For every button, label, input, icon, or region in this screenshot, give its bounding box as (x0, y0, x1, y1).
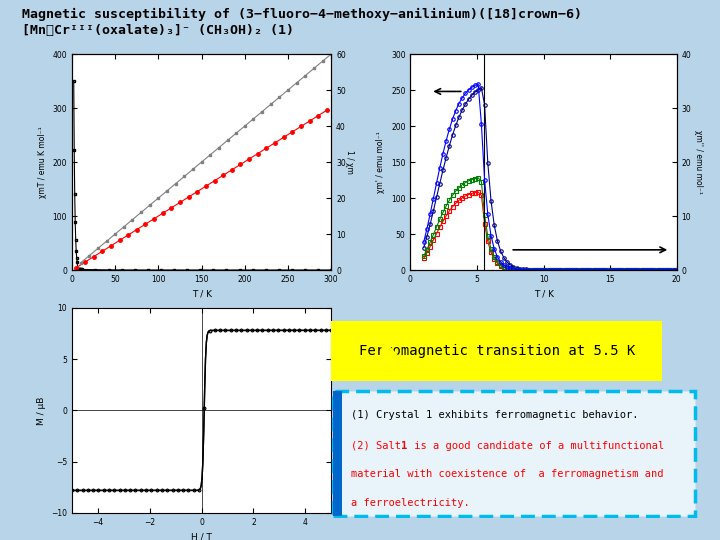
Y-axis label: χmT / emu K mol⁻¹: χmT / emu K mol⁻¹ (38, 126, 47, 198)
Y-axis label: 1 / χm: 1 / χm (345, 150, 354, 174)
X-axis label: T / K: T / K (534, 289, 554, 299)
Text: [MnᴀCrᴵᴵᴵ(oxalate)₃]⁻ (CH₃OH)₂ (1): [MnᴀCrᴵᴵᴵ(oxalate)₃]⁻ (CH₃OH)₂ (1) (22, 24, 294, 37)
X-axis label: H / T: H / T (192, 532, 212, 540)
Y-axis label: M / μB: M / μB (37, 396, 45, 424)
Text: 1: 1 (401, 441, 408, 451)
Text: Magnetic susceptibility of (3−fluoro−4−methoxy−anilinium)([18]crown−6): Magnetic susceptibility of (3−fluoro−4−m… (22, 8, 582, 21)
Text: (1) Crystal 1 exhibits ferromagnetic behavior.: (1) Crystal 1 exhibits ferromagnetic beh… (351, 409, 639, 420)
FancyBboxPatch shape (333, 392, 695, 516)
Text: a ferroelectricity.: a ferroelectricity. (351, 498, 470, 508)
FancyBboxPatch shape (321, 320, 672, 382)
Y-axis label: χm'' / emu mol⁻¹: χm'' / emu mol⁻¹ (693, 130, 703, 194)
Y-axis label: χm' / emu mol⁻¹: χm' / emu mol⁻¹ (377, 131, 385, 193)
Bar (333, 392, 342, 516)
Text: (2) Salt: (2) Salt (351, 441, 408, 451)
Text: Ferromagnetic transition at 5.5 K: Ferromagnetic transition at 5.5 K (359, 344, 635, 358)
Text: is a good candidate of a multifunctional: is a good candidate of a multifunctional (408, 441, 665, 451)
Text: material with coexistence of  a ferromagnetism and: material with coexistence of a ferromagn… (351, 469, 664, 479)
X-axis label: T / K: T / K (192, 289, 212, 299)
